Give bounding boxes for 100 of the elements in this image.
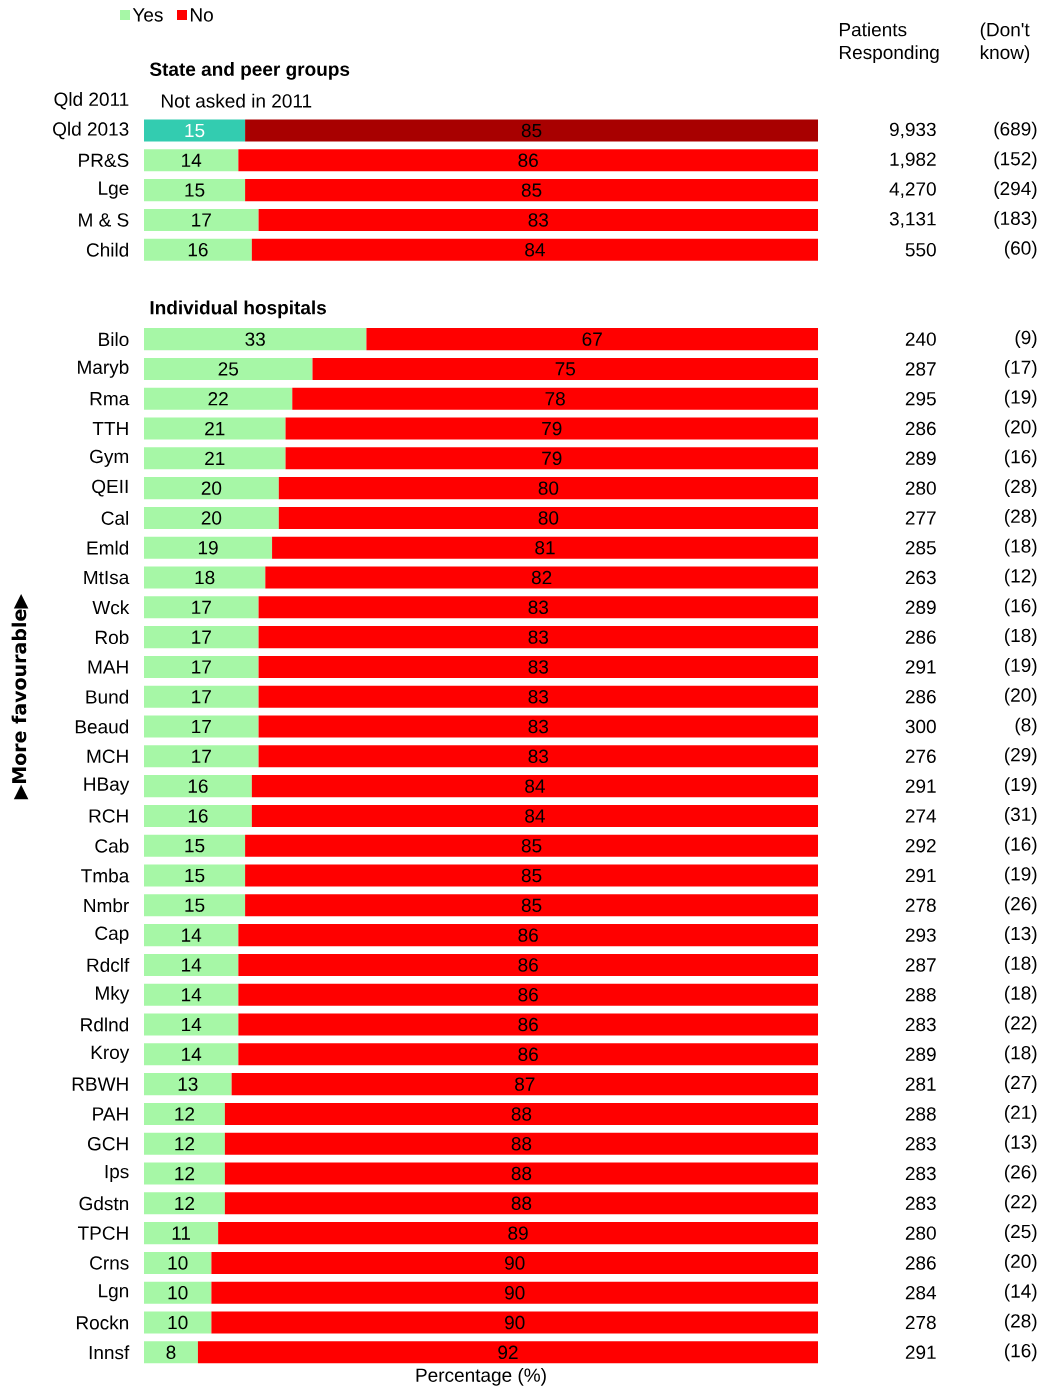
bar — [144, 1073, 232, 1096]
bar — [144, 596, 259, 619]
y-tick-label: Child — [86, 242, 129, 257]
data-label: 90 — [505, 1315, 525, 1330]
text: (20) — [1005, 687, 1037, 706]
text: (18) — [1005, 956, 1037, 974]
text: 287 — [905, 362, 936, 376]
text: 284 — [905, 1285, 937, 1300]
text: 288 — [905, 1107, 936, 1121]
text: (28) — [1005, 509, 1037, 527]
text: (14) — [1005, 1283, 1037, 1302]
y-tick-label: Bund — [86, 689, 129, 704]
data-label: 90 — [505, 1286, 525, 1300]
y-tick-label: Cal — [101, 510, 128, 525]
bar — [224, 1132, 819, 1155]
data-label: 12 — [175, 1137, 195, 1151]
legend-label: Yes — [132, 8, 163, 22]
annotation: Individual hospitals — [150, 300, 326, 319]
bar — [144, 1341, 198, 1364]
data-label: 25 — [218, 362, 239, 376]
text: 240 — [905, 332, 936, 346]
y-tick-label: Emld — [87, 540, 129, 555]
data-label: 21 — [205, 451, 225, 465]
bar — [211, 1251, 819, 1274]
text: 9,933 — [889, 122, 936, 139]
bar — [245, 179, 819, 202]
text: 286 — [905, 630, 936, 644]
data-label: 85 — [521, 839, 542, 853]
data-label: 14 — [182, 1017, 202, 1032]
bar — [144, 536, 273, 559]
data-label: 86 — [518, 958, 538, 972]
y-tick-label: RCH — [89, 809, 128, 823]
text: (294) — [994, 181, 1037, 199]
text: (18) — [1005, 538, 1037, 557]
data-label: 88 — [511, 1196, 532, 1211]
bar — [144, 1132, 225, 1155]
text: 291 — [905, 660, 936, 674]
text: (20) — [1005, 419, 1037, 438]
data-label: 17 — [192, 600, 211, 614]
data-label: 15 — [185, 839, 205, 853]
data-label: 83 — [528, 660, 549, 674]
bar — [238, 953, 819, 976]
bar — [285, 447, 819, 470]
data-label: 85 — [521, 898, 542, 913]
text: (19) — [1005, 658, 1037, 676]
bar — [144, 1102, 225, 1125]
data-label: 14 — [182, 958, 202, 972]
bar — [251, 238, 819, 261]
data-label: 15 — [185, 123, 205, 138]
text: (22) — [1005, 1194, 1037, 1213]
data-label: 14 — [182, 1047, 202, 1061]
bar — [144, 328, 367, 351]
bar — [245, 119, 819, 142]
bar — [258, 655, 819, 678]
data-label: 10 — [168, 1256, 188, 1270]
y-tick-label: Cab — [95, 838, 129, 853]
data-label: 83 — [528, 690, 549, 704]
y-tick-label: Cap — [95, 926, 129, 944]
bar — [144, 477, 279, 500]
bar — [218, 1222, 819, 1245]
text: 286 — [905, 689, 936, 704]
data-label: 16 — [188, 809, 208, 823]
bar — [197, 1341, 819, 1364]
y-tick-label: Qld 2013 — [53, 121, 129, 140]
text: 3,131 — [889, 212, 936, 228]
data-label: 84 — [525, 779, 545, 793]
text: (28) — [1005, 479, 1037, 497]
bar — [144, 1013, 239, 1036]
data-label: 80 — [538, 511, 559, 525]
data-label: 86 — [518, 988, 538, 1002]
y-tick-label: MCH — [87, 749, 128, 764]
data-label: 15 — [185, 868, 205, 883]
y-tick-label: Rockn — [76, 1315, 129, 1330]
data-label: 92 — [498, 1345, 518, 1360]
text: (20) — [1005, 1254, 1037, 1272]
data-label: 12 — [175, 1166, 195, 1181]
bar — [144, 804, 252, 827]
y-tick-label: PAH — [93, 1107, 128, 1121]
data-label: 82 — [531, 570, 552, 585]
text: 289 — [905, 1047, 936, 1062]
text: 278 — [905, 1315, 936, 1330]
y-tick-label: TTH — [92, 421, 128, 436]
bar — [144, 447, 286, 470]
bar — [258, 208, 819, 231]
bar — [144, 685, 259, 708]
bar — [224, 1102, 819, 1125]
y-tick-label: GCH — [87, 1137, 128, 1151]
data-label: 89 — [508, 1226, 528, 1240]
data-label: 17 — [192, 213, 211, 227]
text: (13) — [1005, 1134, 1037, 1153]
y-tick-label: PR&S — [79, 153, 129, 168]
data-label: 86 — [518, 1017, 538, 1032]
data-label: 87 — [515, 1077, 535, 1091]
text: (18) — [1005, 628, 1037, 646]
bar — [258, 715, 819, 738]
bar — [144, 238, 252, 261]
bar — [238, 983, 819, 1006]
data-label: 83 — [528, 719, 549, 734]
data-label: 88 — [511, 1107, 532, 1121]
data-label: 83 — [528, 213, 549, 227]
